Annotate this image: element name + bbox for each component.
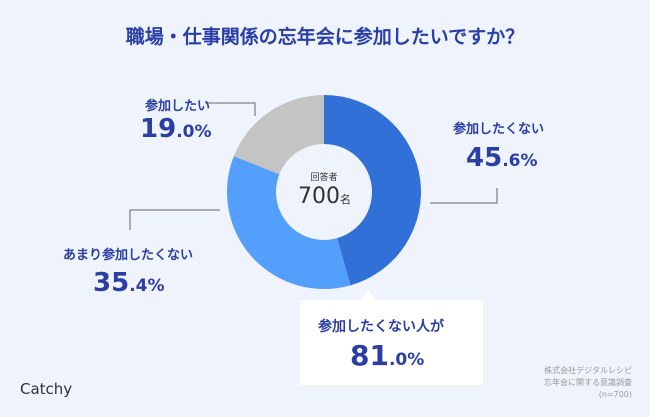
- callout-label: 参加したくない人が: [318, 319, 444, 335]
- chart-title: 職場・仕事関係の忘年会に参加したいですか？: [125, 26, 525, 48]
- donut-slice-0: [324, 95, 421, 286]
- value-not-want: 45.6%: [466, 143, 538, 173]
- center-label: 回答者: [310, 173, 338, 183]
- value-want: 19.0%: [140, 114, 212, 144]
- label-not-want: 参加したくない: [453, 122, 545, 137]
- donut-slice-2: [233, 95, 324, 175]
- callout-value: 81.0%: [350, 339, 425, 372]
- donut-slice-1: [227, 156, 351, 289]
- label-rather-not: あまり参加したくない: [63, 248, 194, 263]
- label-want: 参加したい: [145, 99, 211, 114]
- leader-line-want: [205, 102, 256, 116]
- source-note: 株式会社デジタルレシピ 忘年会に関する意識調査 (n=700): [544, 366, 632, 399]
- leader-line-rather-not: [129, 209, 220, 230]
- logo: Catchy: [20, 380, 73, 398]
- value-rather-not: 35.4%: [93, 268, 165, 298]
- callout-box: [300, 300, 483, 385]
- leader-line-not-want: [430, 188, 498, 204]
- center-value: 700名: [298, 184, 351, 209]
